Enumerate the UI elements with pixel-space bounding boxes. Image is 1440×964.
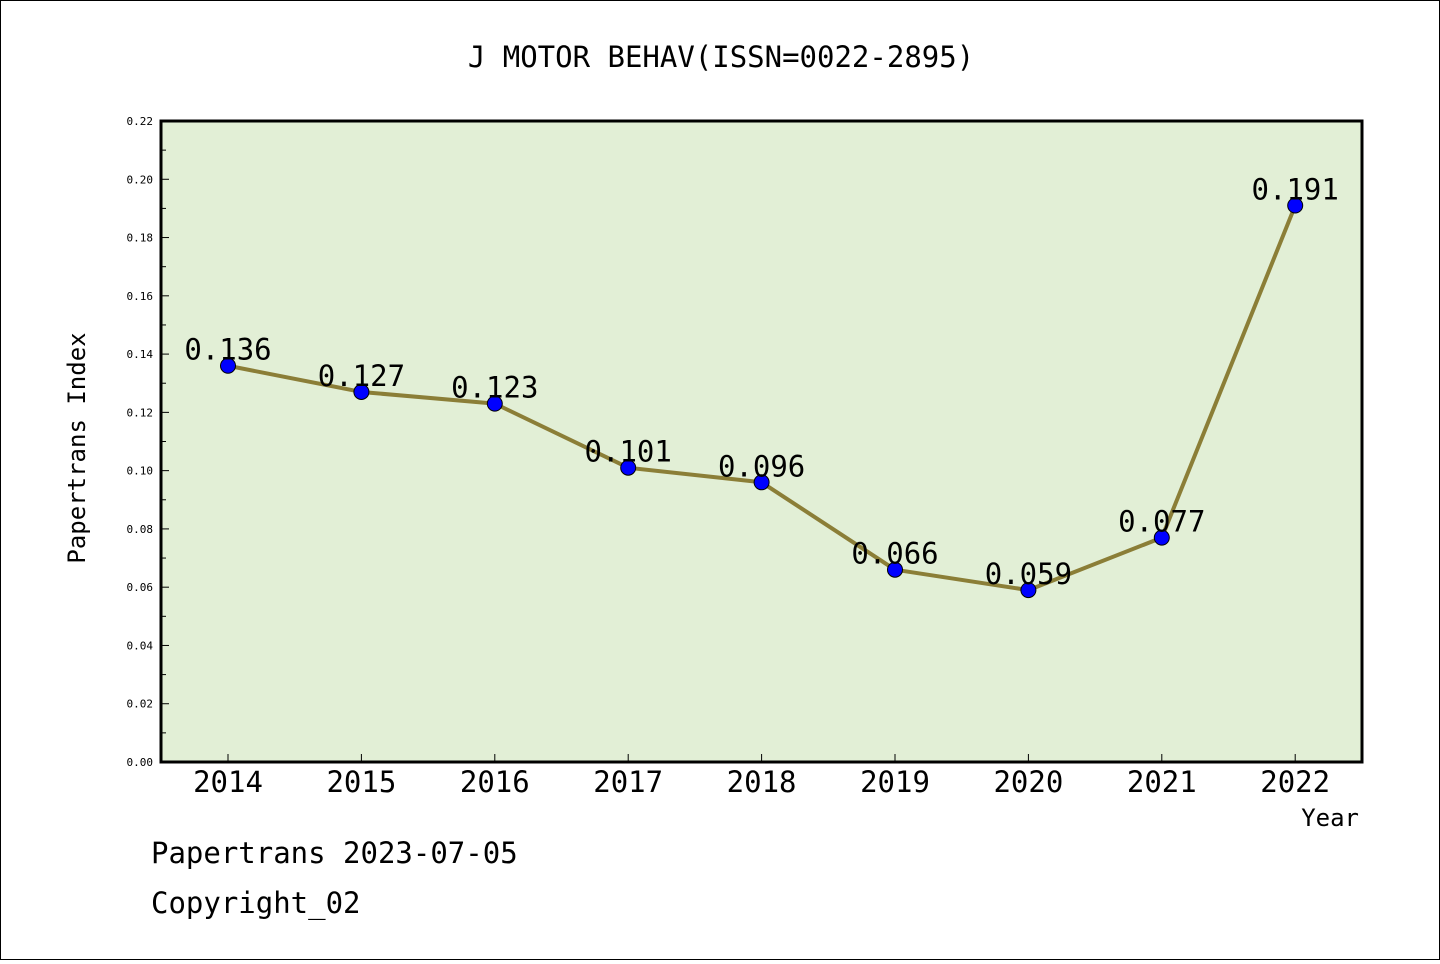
x-tick-label: 2022 [1260, 765, 1330, 799]
y-tick-label: 0.12 [127, 406, 154, 419]
data-point [486, 395, 503, 412]
x-tick-label: 2019 [860, 765, 930, 799]
data-point [1153, 529, 1170, 546]
y-tick-label: 0.22 [127, 115, 154, 128]
data-labels: 0.136 0.127 0.123 0.101 0.096 0.066 0.059 0.077… [184, 172, 1339, 591]
y-tick-label: 0.10 [127, 465, 154, 478]
data-point [1287, 197, 1304, 214]
data-label: 0.077 [1118, 505, 1205, 539]
data-label: 0.136 [184, 333, 271, 367]
y-axis-label: Papertrans Index [63, 332, 91, 563]
y-axis: 0.00 0.02 0.04 0.06 0.08 0.10 0.12 0.14 0.16 0.18… [127, 115, 169, 769]
x-tick-label: 2018 [727, 765, 797, 799]
data-point [620, 459, 637, 476]
y-tick-label: 0.08 [127, 523, 154, 536]
data-markers [220, 197, 1304, 599]
footer-date: Papertrans 2023-07-05 [151, 836, 518, 870]
plot-area [159, 119, 1364, 764]
data-label: 0.123 [451, 371, 538, 405]
data-point [1020, 582, 1037, 599]
y-tick-label: 0.14 [127, 348, 154, 361]
data-point [220, 357, 236, 374]
y-tick-label: 0.20 [127, 173, 154, 186]
x-axis: 2014 2015 2016 2017 2018 2019 2020 2021 2022 [193, 754, 1330, 799]
x-tick-label: 2016 [460, 765, 530, 799]
chart-title: J MOTOR BEHAV(ISSN=0022-2895) [468, 40, 974, 74]
data-label: 0.059 [985, 557, 1072, 591]
y-tick-label: 0.00 [127, 756, 154, 769]
y-tick-label: 0.06 [127, 581, 154, 594]
data-label: 0.096 [718, 449, 805, 483]
data-label: 0.191 [1252, 172, 1339, 206]
y-tick-label: 0.16 [127, 290, 154, 303]
data-point [753, 474, 770, 491]
footer-copyright: Copyright_02 [151, 886, 361, 920]
x-tick-label: 2017 [593, 765, 663, 799]
y-tick-label: 0.04 [127, 639, 154, 652]
x-tick-label: 2014 [193, 765, 263, 799]
x-tick-label: 2021 [1127, 765, 1197, 799]
data-point [353, 383, 370, 400]
data-label: 0.066 [851, 537, 938, 571]
data-label: 0.127 [318, 359, 405, 393]
y-tick-label: 0.02 [127, 698, 154, 711]
x-tick-label: 2020 [993, 765, 1063, 799]
data-label: 0.101 [585, 435, 672, 469]
y-tick-label: 0.18 [127, 232, 154, 245]
data-point [887, 561, 903, 578]
x-axis-label: Year [1301, 804, 1359, 832]
x-tick-label: 2015 [326, 765, 396, 799]
